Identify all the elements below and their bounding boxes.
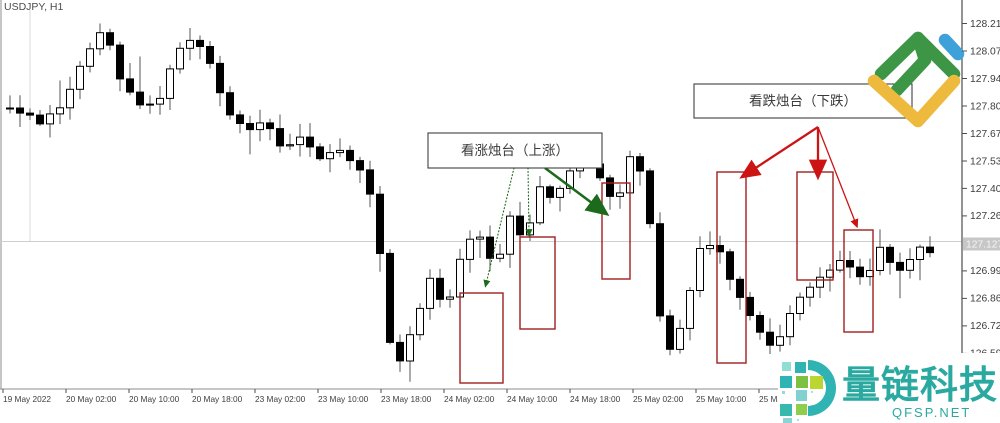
svg-text:128.075: 128.075 [970,46,1000,57]
svg-text:127.940: 127.940 [970,74,1000,85]
svg-text:126.995: 126.995 [970,266,1000,277]
svg-text:USDJPY, H1: USDJPY, H1 [4,1,63,13]
svg-text:126.860: 126.860 [970,294,1000,305]
svg-text:19 May 2022: 19 May 2022 [3,394,51,404]
svg-text:23 May 02:00: 23 May 02:00 [255,394,306,404]
svg-text:127.670: 127.670 [970,129,1000,140]
svg-text:23 May 18:00: 23 May 18:00 [381,394,432,404]
svg-text:127.265: 127.265 [970,211,1000,222]
svg-text:24 May 18:00: 24 May 18:00 [570,394,621,404]
svg-text:126.725: 126.725 [970,321,1000,332]
svg-text:25 May 10:00: 25 May 10:00 [696,394,747,404]
svg-text:20 May 02:00: 20 May 02:00 [66,394,117,404]
svg-text:24 May 10:00: 24 May 10:00 [507,394,558,404]
svg-text:看涨烛台（上涨）: 看涨烛台（上涨） [461,143,569,158]
svg-text:20 May 10:00: 20 May 10:00 [129,394,180,404]
svg-text:127.805: 127.805 [970,101,1000,112]
svg-text:24 May 02:00: 24 May 02:00 [444,394,495,404]
svg-text:127.127: 127.127 [966,239,1000,250]
svg-text:量链科技: 量链科技 [842,365,998,407]
svg-text:128.210: 128.210 [970,19,1000,30]
svg-text:25 May 02:00: 25 May 02:00 [633,394,684,404]
svg-text:QFSP.NET: QFSP.NET [892,405,971,420]
svg-text:127.535: 127.535 [970,156,1000,167]
svg-text:23 May 10:00: 23 May 10:00 [318,394,369,404]
svg-text:127.400: 127.400 [970,184,1000,195]
svg-text:20 May 18:00: 20 May 18:00 [192,394,243,404]
svg-text:看跌烛台（下跌）: 看跌烛台（下跌） [749,94,857,109]
